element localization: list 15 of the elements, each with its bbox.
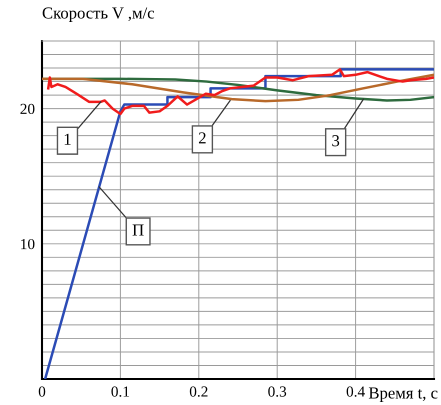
line-series — [47, 68, 434, 116]
x-tick-label: 0 — [38, 386, 46, 397]
annotation: 3 — [332, 135, 340, 146]
x-tick-label: 0.2 — [190, 386, 208, 397]
annotation: 1 — [64, 134, 71, 145]
x-tick-label: 0.4 — [346, 386, 365, 397]
annotation: П — [132, 224, 144, 236]
y-tick-label: 10 — [21, 238, 34, 250]
x-axis-title: Время t, с — [368, 388, 438, 402]
x-tick-label: 0.1 — [111, 386, 130, 397]
line-series — [42, 74, 434, 102]
y-tick-label: 20 — [20, 104, 34, 114]
annotation: 2 — [198, 132, 206, 144]
x-tick-label: 0.3 — [268, 386, 286, 397]
y-axis-title: Скорость V ,м/с — [42, 7, 154, 22]
